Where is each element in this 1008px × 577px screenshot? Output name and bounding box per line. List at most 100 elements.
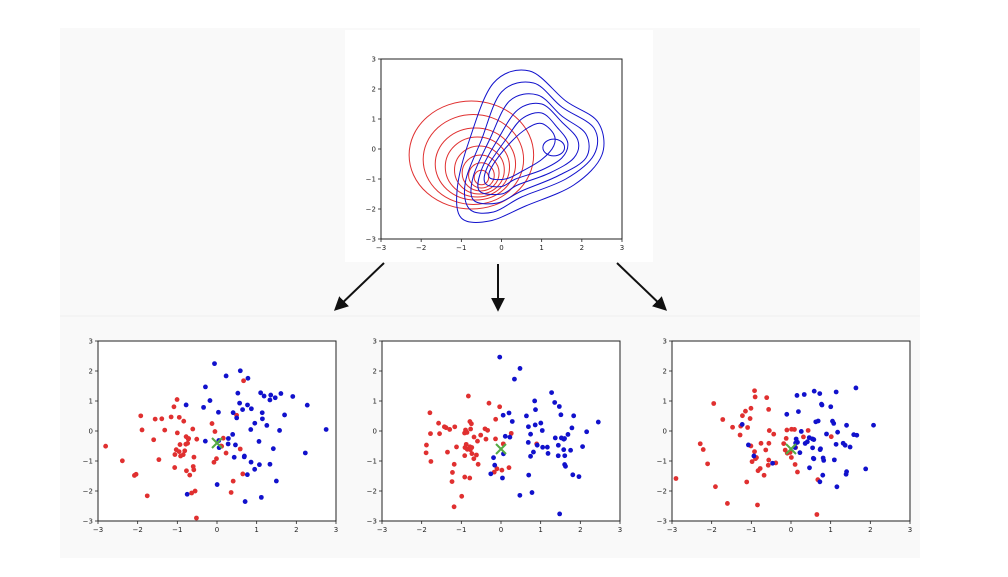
red-point xyxy=(467,419,473,424)
blue-point xyxy=(813,419,819,425)
x-tick-label: −2 xyxy=(417,526,427,534)
scatter-plot-middle: −3 −2 −1 0 1 2 3 −3 −2 −1 0 1 2 3 xyxy=(367,338,623,535)
red-point xyxy=(156,457,162,463)
blue-point xyxy=(500,475,505,481)
y-tick-label: 3 xyxy=(373,338,377,346)
blue-point xyxy=(569,425,575,431)
x-tick-label: −1 xyxy=(456,244,466,252)
red-point xyxy=(730,424,735,430)
red-point xyxy=(752,394,758,400)
blue-point xyxy=(770,460,775,466)
y-tick-label: 0 xyxy=(372,146,376,154)
red-point xyxy=(189,490,195,496)
red-point xyxy=(449,479,455,484)
y-tick-label: 1 xyxy=(373,398,377,406)
scatter-points xyxy=(103,361,329,521)
red-point xyxy=(223,450,229,456)
red-point xyxy=(463,427,468,433)
scatter-middle-frame xyxy=(381,340,621,522)
red-point xyxy=(478,432,484,438)
red-point xyxy=(757,466,763,471)
red-point xyxy=(441,424,447,430)
red-point xyxy=(139,427,145,433)
blue-contour-line xyxy=(463,81,599,214)
y-tick-labels: −3 −2 −1 0 1 2 3 xyxy=(367,338,382,526)
x-tick-label: 2 xyxy=(580,244,584,252)
blue-point xyxy=(531,449,536,455)
red-point xyxy=(176,449,182,454)
x-tick-labels: −3 −2 −1 0 1 2 3 xyxy=(667,521,912,534)
x-tick-label: −1 xyxy=(172,526,182,534)
red-point xyxy=(475,461,481,467)
x-tick-labels: −3 −2 −1 0 1 2 3 xyxy=(377,521,622,534)
red-point xyxy=(176,414,182,420)
blue-point xyxy=(834,484,840,490)
blue-point xyxy=(259,410,265,416)
y-tick-label: −3 xyxy=(83,518,93,526)
blue-contour-line xyxy=(488,122,556,181)
blue-point xyxy=(835,429,841,435)
red-point xyxy=(494,466,500,472)
red-contour-line xyxy=(461,154,500,192)
blue-point xyxy=(526,472,532,478)
y-tick-label: 2 xyxy=(372,86,376,94)
red-point xyxy=(168,414,174,420)
blue-point xyxy=(561,447,567,453)
top-plot-frame xyxy=(380,58,623,240)
blue-point xyxy=(576,474,582,480)
blue-contour-line xyxy=(456,69,605,223)
blue-point xyxy=(568,447,573,453)
y-tick-label: −1 xyxy=(366,176,376,184)
red-point xyxy=(451,504,457,510)
red-point xyxy=(468,426,474,432)
red-point xyxy=(784,427,790,433)
red-contour-line xyxy=(444,136,511,198)
blue-point xyxy=(820,455,826,461)
y-tick-label: 0 xyxy=(373,428,377,436)
red-point xyxy=(174,397,180,402)
scatter-points xyxy=(423,354,601,517)
red-point xyxy=(437,431,442,437)
blue-point xyxy=(840,440,846,446)
red-point xyxy=(801,434,806,440)
red-point xyxy=(763,447,769,453)
red-point xyxy=(214,456,219,462)
red-point xyxy=(428,459,434,464)
blue-point xyxy=(267,461,273,467)
red-point xyxy=(177,442,183,447)
blue-point xyxy=(270,446,276,452)
top-x-tick-labels: −3 −2 −1 0 1 2 3 xyxy=(376,239,624,252)
x-tick-label: −2 xyxy=(133,526,143,534)
blue-point xyxy=(746,442,751,448)
y-tick-label: 2 xyxy=(373,368,377,376)
red-point xyxy=(191,454,197,460)
red-point xyxy=(752,388,757,394)
x-tick-label: −1 xyxy=(746,526,756,534)
red-point xyxy=(423,450,429,456)
blue-point xyxy=(207,398,213,403)
blue-point xyxy=(525,440,531,445)
blue-contour-line xyxy=(477,102,580,196)
y-tick-label: 3 xyxy=(89,338,93,346)
x-tick-label: 1 xyxy=(539,244,543,252)
red-point xyxy=(190,426,196,432)
red-point xyxy=(764,395,770,401)
red-point xyxy=(749,459,755,465)
blue-point xyxy=(544,444,550,450)
blue-point xyxy=(811,388,817,394)
red-contour-line xyxy=(468,162,495,189)
red-point xyxy=(765,462,771,468)
blue-point xyxy=(240,407,245,413)
red-point xyxy=(711,401,717,406)
blue-point xyxy=(539,428,545,433)
red-point xyxy=(172,465,178,470)
blue-contour-line xyxy=(483,112,569,188)
x-tick-label: 0 xyxy=(215,526,219,534)
blue-point xyxy=(302,450,308,456)
red-point xyxy=(187,472,193,478)
blue-point xyxy=(212,361,217,367)
red-point xyxy=(788,455,794,460)
blue-point xyxy=(571,413,577,419)
red-point xyxy=(781,441,787,447)
